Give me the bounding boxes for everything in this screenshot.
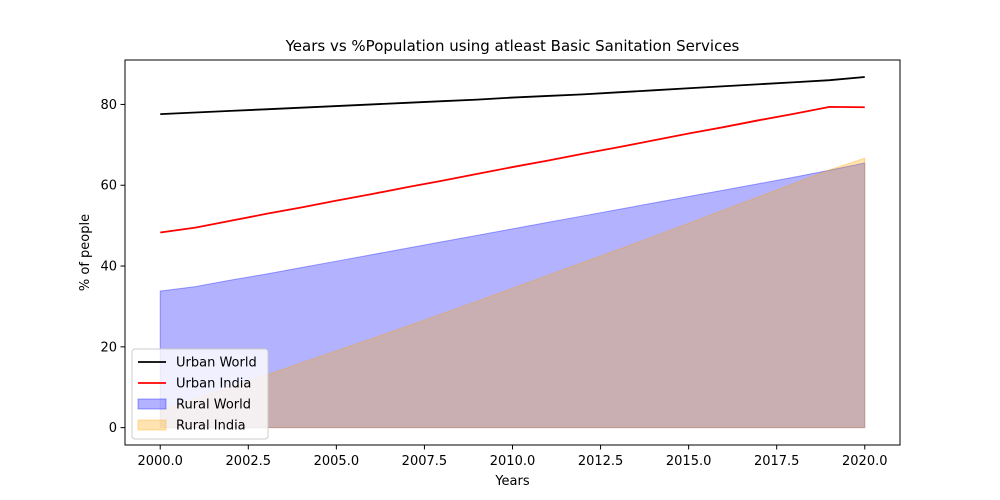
legend-swatch-rural-india	[137, 419, 167, 431]
legend-box	[131, 348, 269, 440]
x-tick-label: 2007.5	[402, 454, 448, 469]
line-urban-india	[160, 105, 865, 234]
chart-title: Years vs %Population using atleast Basic…	[285, 37, 740, 55]
legend: Urban World Urban India Rural World Rural I…	[131, 348, 269, 440]
legend-label-urban-india: Urban India	[176, 377, 251, 392]
x-axis-label: Years	[494, 474, 530, 489]
y-tick-label: 80	[100, 98, 117, 113]
x-tick-label: 2010.0	[490, 454, 536, 469]
line-urban-world	[160, 76, 865, 116]
legend-label-urban-world: Urban World	[176, 356, 257, 371]
x-tick-label: 2000.0	[137, 454, 183, 469]
x-tick-label: 2002.5	[226, 454, 272, 469]
legend-label-rural-india: Rural India	[176, 419, 246, 434]
y-tick-label: 0	[109, 421, 117, 436]
plot-area	[159, 76, 866, 429]
x-tick-label: 2005.0	[314, 454, 360, 469]
x-tick-label: 2017.5	[754, 454, 800, 469]
y-axis-label: % of people	[78, 214, 93, 291]
legend-swatch-rural-world	[137, 398, 167, 410]
area-rural-world	[159, 162, 866, 429]
y-tick-label: 60	[100, 179, 117, 194]
y-axis: 0 20 40 60 80	[100, 98, 125, 436]
x-tick-label: 2020.0	[842, 454, 888, 469]
x-axis: 2000.0 2002.5 2005.0 2007.5 2010.0 2012.5 2015…	[137, 445, 888, 469]
y-tick-label: 40	[100, 260, 117, 275]
legend-label-rural-world: Rural World	[176, 398, 251, 413]
x-tick-label: 2012.5	[578, 454, 624, 469]
y-tick-label: 20	[100, 340, 117, 355]
x-tick-label: 2015.0	[666, 454, 712, 469]
